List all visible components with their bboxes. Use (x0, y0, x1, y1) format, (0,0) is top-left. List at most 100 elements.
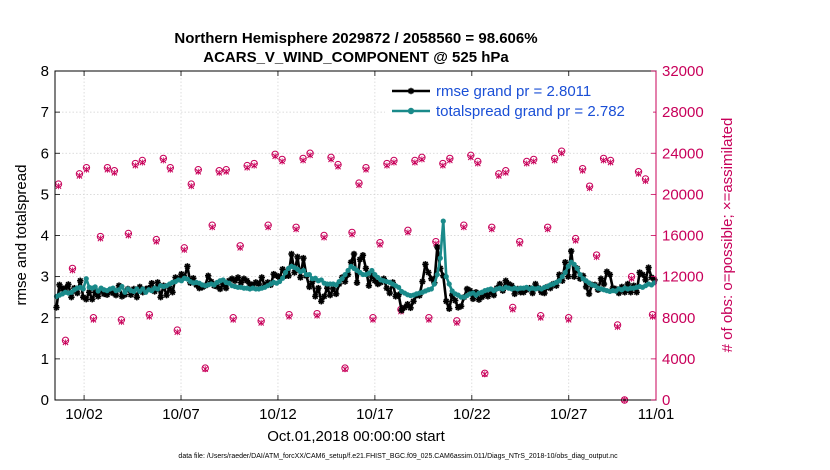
legend-box (385, 76, 653, 120)
y-tick-label: 5 (41, 186, 49, 203)
spread-point (434, 271, 440, 278)
obs-assimilated-marker (286, 313, 293, 320)
obs-assimilated-marker (467, 154, 474, 161)
obs-assimilated-marker (425, 316, 432, 323)
rmse-point-stroke (425, 269, 432, 276)
rmse-point-stroke (342, 278, 348, 285)
rmse-point (53, 304, 60, 311)
y-right-tick-label: 0 (662, 392, 670, 409)
rmse-point (386, 289, 393, 297)
obs-assimilated-marker (83, 166, 90, 173)
y-tick-label: 3 (41, 269, 49, 286)
rmse-point (133, 293, 141, 301)
rmse-point-stroke (639, 271, 646, 278)
rmse-point-stroke (169, 289, 176, 296)
rmse-point-stroke (172, 274, 179, 281)
rmse-point-stroke (633, 289, 640, 296)
spread-point (80, 286, 86, 292)
rmse-point (645, 264, 652, 271)
obs-assimilated-marker (572, 237, 579, 244)
rmse-point-stroke (357, 256, 363, 263)
legend-spread-swatch (392, 107, 430, 115)
rmse-point-stroke (479, 294, 485, 301)
rmse-point-stroke (366, 282, 372, 289)
spread-point (437, 255, 443, 261)
grid (55, 70, 657, 401)
rmse-point-stroke (116, 282, 122, 289)
spread-point (440, 218, 446, 224)
obs-assimilated-marker (314, 312, 321, 319)
x-tick-label: 10/27 (550, 406, 588, 423)
obs-assimilated-marker (160, 157, 167, 164)
obs-assimilated-marker (439, 162, 446, 169)
rmse-point-stroke (223, 285, 229, 292)
y-right-tick-label: 16000 (662, 228, 704, 245)
rmse-point-stroke (464, 286, 470, 292)
spread-point (122, 289, 128, 295)
rmse-point-stroke (386, 290, 393, 296)
y-tick-label: 2 (41, 310, 49, 327)
rmse-point (86, 289, 93, 296)
obs-assimilated-marker (363, 166, 369, 173)
rmse-point-stroke (485, 293, 491, 300)
spread-point (396, 284, 402, 290)
y-right-tick-label: 32000 (662, 63, 704, 80)
obs-assimilated-marker (237, 244, 244, 251)
obs-assimilated-marker (551, 157, 558, 164)
spread-point (577, 271, 583, 278)
obs-assimilated-marker (404, 229, 411, 236)
rmse-point (359, 252, 367, 259)
obs-assimilated-marker (209, 224, 216, 231)
rmse-point (288, 250, 295, 258)
rmse-point-stroke (490, 292, 497, 298)
spread-point (83, 276, 89, 282)
rmse-point-stroke (333, 291, 340, 297)
rmse-point (565, 273, 572, 280)
spread-point (446, 281, 452, 287)
obs-assimilated-marker (132, 162, 139, 169)
obs-assimilated-marker (181, 246, 188, 253)
rmse-point-stroke (556, 271, 563, 278)
rmse-point-stroke (383, 285, 390, 292)
rmse-point-stroke (604, 268, 610, 275)
rmse-point (410, 298, 417, 305)
spread-point (431, 281, 437, 287)
rmse-point-stroke (80, 294, 87, 301)
obs-assimilated-marker (481, 371, 488, 378)
y-tick-label: 1 (41, 351, 49, 368)
rmse-point-stroke (428, 275, 435, 282)
obs-assimilated-marker (586, 185, 593, 192)
spread-point (562, 269, 568, 276)
y-right-tick-label: 24000 (662, 145, 704, 162)
rmse-point-stroke (276, 274, 283, 281)
spread-point (369, 267, 375, 274)
obs-assimilated-marker (349, 231, 355, 238)
rmse-point (478, 293, 486, 301)
obs-assimilated-marker (411, 159, 418, 166)
rmse-point-stroke (598, 275, 604, 282)
rmse-point-stroke (648, 274, 655, 281)
rmse-point-stroke (154, 279, 161, 286)
rmse-point-stroke (288, 251, 295, 257)
obs-assimilated-marker (307, 152, 314, 159)
rmse-point (353, 279, 361, 286)
rmse-point-stroke (279, 266, 286, 273)
rmse-point-stroke (351, 251, 357, 257)
rmse-point-stroke (327, 292, 334, 298)
rmse-point-stroke (446, 305, 453, 312)
chart-title-line1: Northern Hemisphere 2029872 / 2058560 = … (174, 30, 537, 47)
spread-point (280, 275, 286, 281)
y-right-axis-label: # of obs: o=possible; ×=assimilated (719, 118, 736, 353)
rmse-point-stroke (89, 296, 96, 303)
rmse-point (222, 284, 230, 292)
obs-assimilated-marker (195, 168, 202, 175)
rmse-point (484, 293, 492, 300)
series-lines (53, 218, 658, 314)
rmse-point-stroke (642, 277, 649, 283)
obs-assimilated-marker (356, 182, 362, 189)
rmse-point-stroke (458, 303, 464, 310)
spread-point (92, 284, 98, 290)
rmse-point (184, 263, 191, 270)
rmse-point (600, 280, 608, 288)
rmse-point-stroke (363, 265, 369, 272)
